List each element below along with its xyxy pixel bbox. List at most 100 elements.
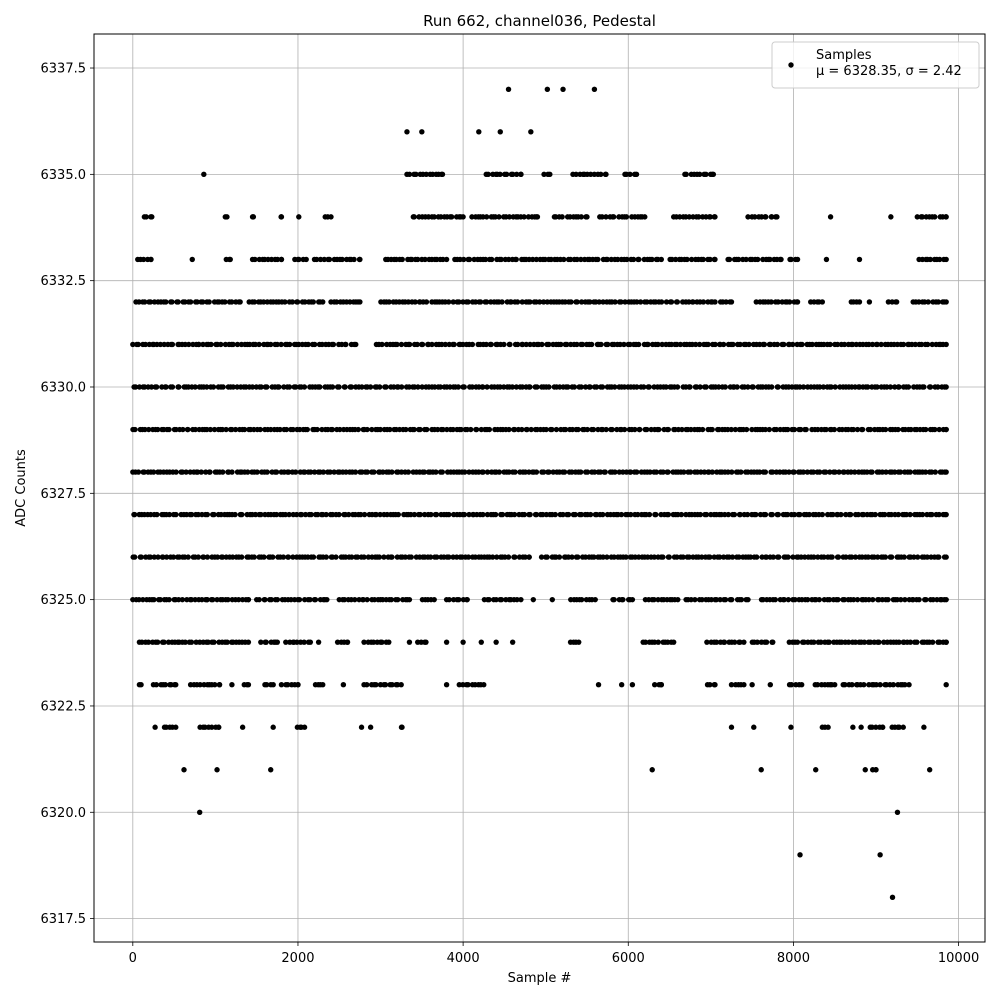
sample-point [674, 299, 681, 305]
sample-point [651, 596, 657, 603]
sample-point [864, 469, 870, 475]
sample-point [919, 214, 926, 220]
sample-point [854, 426, 861, 433]
sample-point [797, 852, 803, 858]
sample-point [209, 724, 215, 730]
sample-point [666, 554, 672, 560]
sample-point [142, 426, 148, 433]
sample-point [293, 384, 299, 390]
sample-point [313, 256, 320, 263]
sample-point [832, 681, 838, 688]
sample-point [564, 341, 570, 348]
sample-point [882, 511, 888, 518]
sample-point [561, 469, 568, 475]
sample-point [460, 256, 467, 263]
sample-point [364, 596, 370, 603]
sample-point [707, 681, 713, 688]
sample-point [943, 341, 949, 348]
sample-point [660, 554, 666, 560]
sample-point [320, 681, 326, 688]
sample-point [486, 426, 493, 433]
sample-point [826, 639, 832, 645]
sample-point [668, 299, 675, 305]
sample-point [925, 299, 931, 305]
sample-point [149, 214, 155, 220]
sample-point [328, 214, 334, 220]
sample-point [443, 256, 450, 263]
sample-point [536, 299, 543, 305]
sample-point [889, 894, 896, 901]
sample-point [892, 469, 898, 475]
sample-point [908, 426, 914, 433]
sample-point [189, 256, 195, 263]
sample-point [918, 341, 925, 348]
sample-point [712, 299, 718, 305]
sample-point [448, 214, 455, 220]
sample-point [612, 469, 618, 475]
sample-point [611, 596, 617, 603]
sample-point [769, 469, 776, 475]
sample-point [774, 341, 781, 348]
sample-point [348, 384, 355, 390]
sample-point [644, 426, 650, 433]
sample-point [234, 341, 241, 348]
sample-point [244, 469, 251, 475]
sample-point [653, 469, 660, 475]
sample-point [578, 384, 584, 390]
sample-point [237, 299, 243, 305]
sample-point [344, 639, 351, 645]
sample-point [308, 511, 314, 518]
sample-point [571, 384, 578, 390]
sample-point [132, 426, 138, 433]
sample-point [816, 596, 823, 603]
sample-point [686, 214, 693, 220]
sample-point [828, 384, 834, 390]
sample-point [653, 511, 659, 518]
sample-point [466, 469, 472, 475]
sample-point [561, 256, 567, 263]
sample-point [597, 469, 604, 475]
sample-point [567, 256, 574, 263]
sample-point [823, 256, 830, 263]
sample-point [465, 554, 472, 560]
sample-point [827, 214, 834, 220]
sample-point [741, 681, 747, 688]
sample-point [469, 341, 476, 348]
sample-point [290, 426, 296, 433]
sample-point [439, 469, 446, 475]
sample-point [729, 469, 735, 475]
y-axis-label: ADC Counts [14, 449, 29, 527]
sample-point [280, 554, 287, 560]
sample-point [762, 511, 769, 518]
sample-point [376, 554, 383, 560]
sample-point [498, 256, 504, 263]
sample-point [476, 129, 482, 135]
x-axis: 0 2000 4000 6000 8000 10000 [129, 942, 979, 966]
sample-point [603, 171, 609, 178]
sample-point [513, 256, 519, 263]
sample-point [510, 171, 516, 178]
sample-point [204, 384, 210, 390]
sample-point [161, 639, 167, 645]
sample-point [232, 426, 239, 433]
sample-point [258, 384, 264, 390]
sample-point [211, 426, 218, 433]
sample-point [745, 384, 751, 390]
sample-point [843, 554, 849, 560]
sample-point [379, 341, 385, 348]
sample-point [383, 384, 389, 390]
x-tick-label: 0 [129, 951, 137, 966]
sample-point [907, 469, 913, 475]
sample-point [442, 341, 449, 348]
sample-point [270, 554, 276, 560]
sample-point [916, 299, 922, 305]
sample-point [799, 341, 805, 348]
sample-point [602, 469, 608, 475]
sample-point [182, 639, 188, 645]
sample-point [405, 469, 412, 475]
sample-point [932, 426, 938, 433]
sample-point [377, 511, 383, 518]
sample-point [861, 681, 867, 688]
sample-point [674, 384, 681, 390]
sample-point [867, 426, 874, 433]
